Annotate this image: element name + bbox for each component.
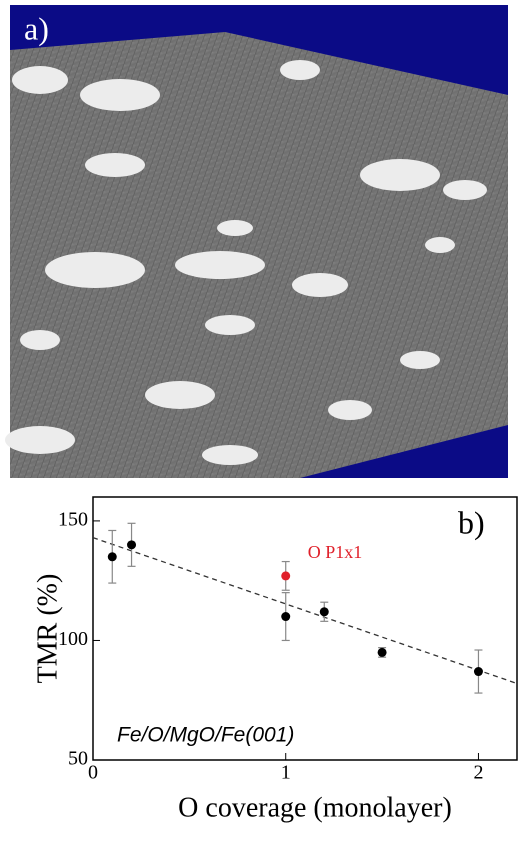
data-point bbox=[281, 571, 290, 580]
data-point bbox=[281, 612, 290, 621]
data-point bbox=[127, 540, 136, 549]
annotation: Fe/O/MgO/Fe(001) bbox=[117, 724, 294, 747]
data-point bbox=[474, 667, 483, 676]
x-tick-label: 1 bbox=[281, 762, 291, 784]
plot-frame bbox=[93, 497, 517, 760]
data-point bbox=[378, 648, 387, 657]
data-point bbox=[320, 607, 329, 616]
stm-image: a) bbox=[5, 5, 508, 478]
y-tick-label: 150 bbox=[58, 509, 88, 531]
x-tick-label: 0 bbox=[88, 762, 98, 784]
data-point bbox=[108, 552, 117, 561]
x-axis-label: O coverage (monolayer) bbox=[178, 792, 452, 823]
panel-label: a) bbox=[24, 10, 49, 46]
fit-line bbox=[93, 538, 517, 684]
series-label: O P1x1 bbox=[308, 542, 363, 562]
x-tick-label: 2 bbox=[473, 762, 483, 784]
y-tick-label: 50 bbox=[68, 748, 88, 770]
y-axis-label: TMR (%) bbox=[32, 574, 63, 684]
figure: a) 50100150012O coverage (monolayer)TMR … bbox=[0, 0, 518, 843]
panel-label: b) bbox=[458, 504, 485, 540]
